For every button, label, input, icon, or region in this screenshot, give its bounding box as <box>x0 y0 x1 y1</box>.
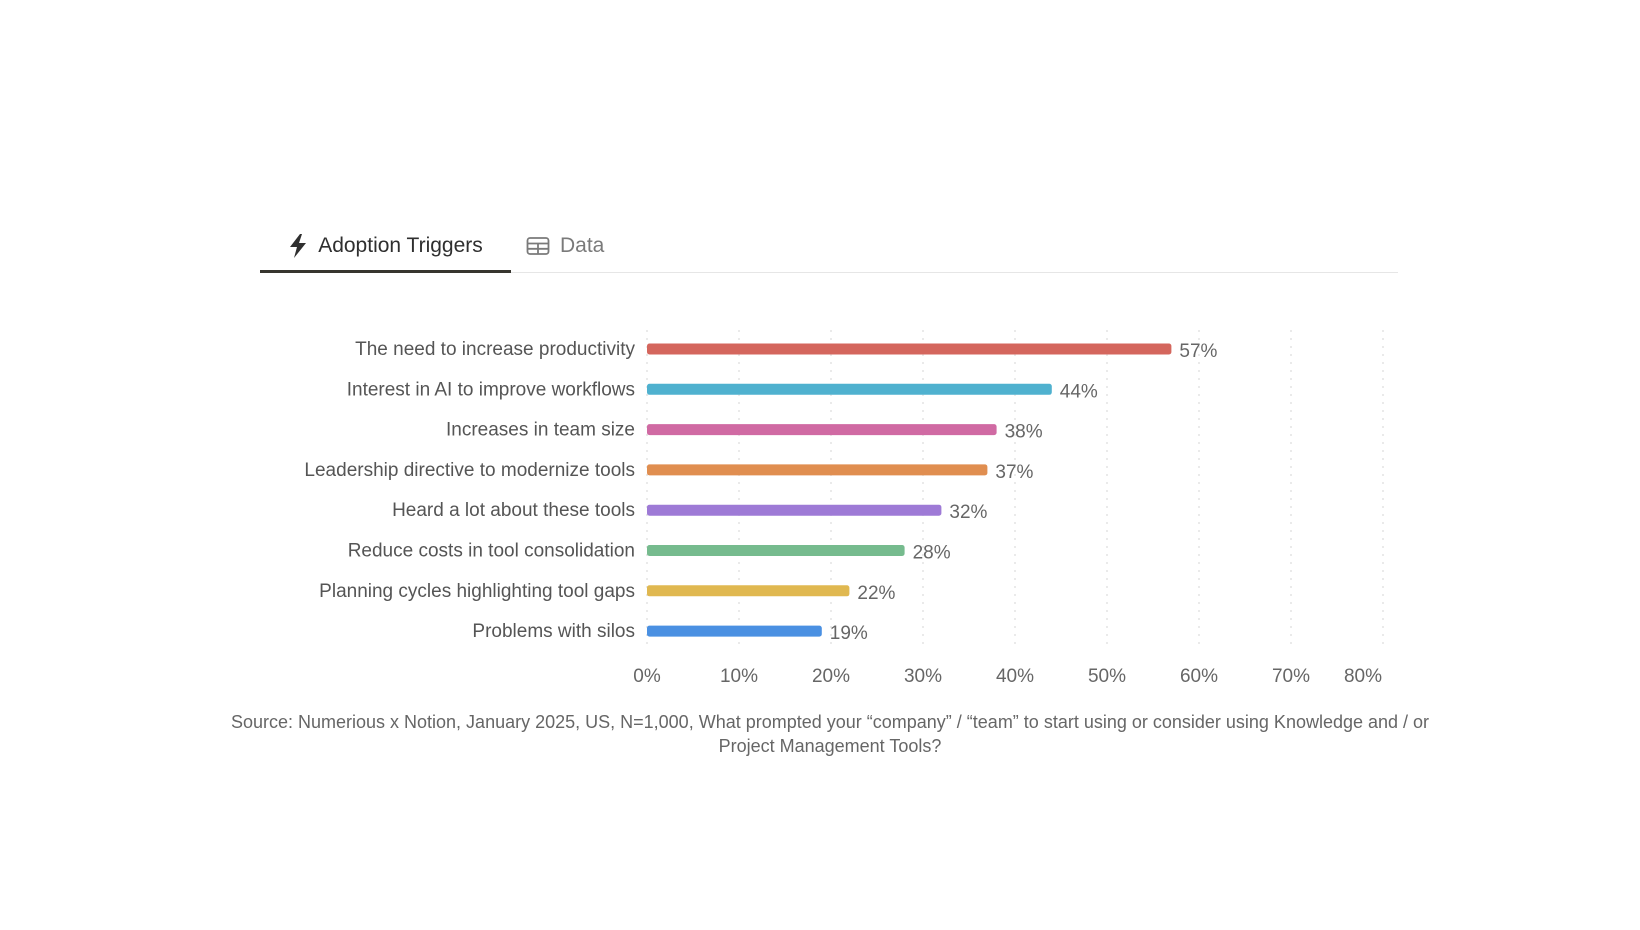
category-label: Reduce costs in tool consolidation <box>348 541 635 562</box>
x-tick-label: 40% <box>996 666 1034 687</box>
category-label: Heard a lot about these tools <box>392 500 635 521</box>
category-label: Increases in team size <box>446 420 635 441</box>
x-tick-label: 20% <box>812 666 850 687</box>
category-label: Leadership directive to modernize tools <box>304 460 635 481</box>
data-label: 44% <box>1060 381 1098 402</box>
lightning-bolt-icon <box>290 234 307 258</box>
bar <box>647 545 905 556</box>
x-tick-label: 10% <box>720 666 758 687</box>
table-icon <box>526 237 550 255</box>
bar <box>647 343 1172 355</box>
x-tick-label: 30% <box>904 666 942 687</box>
tab-data[interactable]: Data <box>526 222 604 270</box>
data-label: 38% <box>1005 422 1043 443</box>
data-label: 57% <box>1179 341 1217 362</box>
tab-adoption-triggers[interactable]: Adoption Triggers <box>260 222 511 273</box>
x-tick-label: 60% <box>1180 666 1218 687</box>
category-label: Interest in AI to improve workflows <box>347 379 635 400</box>
bar <box>647 504 942 516</box>
data-label: 28% <box>913 543 951 564</box>
bar <box>647 585 850 597</box>
tab-label: Adoption Triggers <box>318 234 483 257</box>
data-label: 19% <box>830 623 868 644</box>
bar <box>647 625 822 637</box>
category-label: Problems with silos <box>472 621 635 642</box>
bar <box>647 424 997 436</box>
bar <box>647 464 988 476</box>
tab-bar: Adoption Triggers Data <box>260 222 1398 273</box>
data-label: 22% <box>857 583 895 604</box>
data-label: 32% <box>949 502 987 523</box>
x-tick-label: 80% <box>1344 666 1382 687</box>
bar <box>647 383 1052 395</box>
source-note: Source: Numerious x Notion, January 2025… <box>230 712 1430 756</box>
data-label: 37% <box>995 462 1033 483</box>
x-tick-label: 70% <box>1272 666 1310 687</box>
x-tick-label: 0% <box>633 666 661 687</box>
category-label: The need to increase productivity <box>355 339 635 360</box>
category-label: Planning cycles highlighting tool gaps <box>319 581 635 602</box>
x-tick-label: 50% <box>1088 666 1126 687</box>
tab-label: Data <box>560 234 605 257</box>
